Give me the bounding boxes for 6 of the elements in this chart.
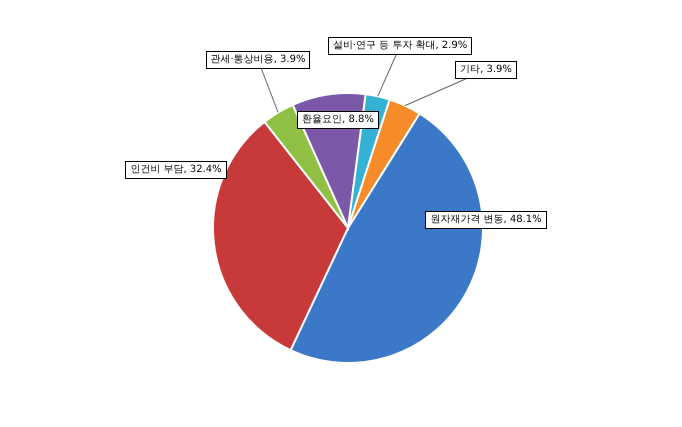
slice-label: 관세·통상비용, 3.9% <box>206 51 310 69</box>
slice-label: 인건비 부담, 32.4% <box>125 161 227 179</box>
slice-label: 설비·연구 등 투자 확대, 2.9% <box>328 37 472 55</box>
slice-label: 기타, 3.9% <box>455 61 517 79</box>
slice-label: 환율요인, 8.8% <box>297 111 379 129</box>
slice-label: 원자재가격 변동, 48.1% <box>425 211 547 229</box>
